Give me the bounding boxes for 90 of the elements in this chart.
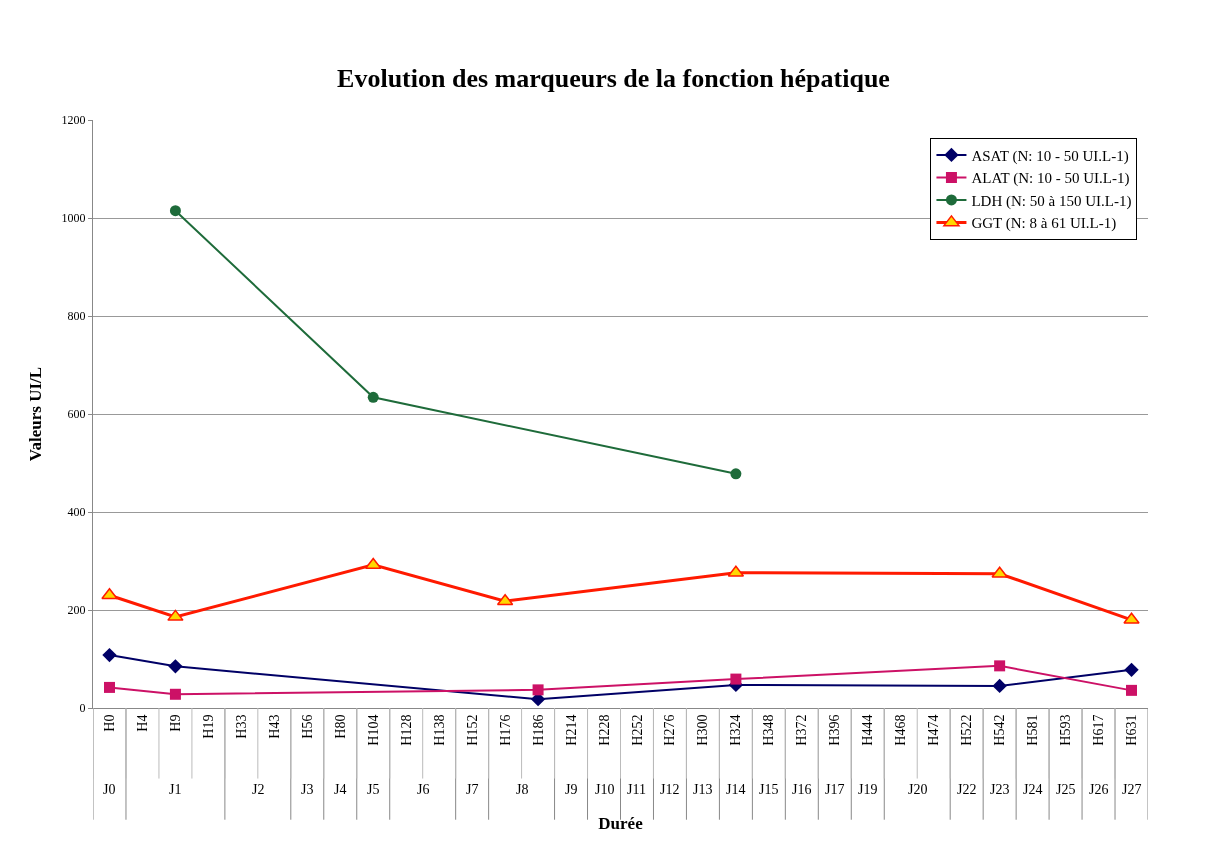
point bbox=[994, 660, 1006, 672]
y-tick-label: 0 bbox=[79, 701, 86, 716]
text: J26 bbox=[1089, 782, 1109, 797]
x-axis-title: Durée bbox=[598, 814, 644, 834]
y-tick-label: 200 bbox=[67, 603, 86, 618]
x-tick-label: H372 bbox=[794, 714, 810, 746]
x-tick-label: H617 bbox=[1091, 714, 1107, 746]
y-tick-label: 800 bbox=[67, 309, 86, 324]
x-tick-label: H593 bbox=[1058, 714, 1074, 746]
point bbox=[367, 391, 379, 403]
x-tick-label: H276 bbox=[662, 714, 678, 746]
x-tick-label: H0 bbox=[102, 714, 118, 732]
y-tick-label: 1200 bbox=[61, 113, 86, 128]
chart-title: Evolution des marqueurs de la fonction hépatique bbox=[337, 63, 890, 93]
point bbox=[102, 647, 117, 663]
text: J22 bbox=[957, 782, 977, 797]
y-axis-title: Valeurs UI/L bbox=[26, 366, 46, 462]
point bbox=[532, 684, 544, 696]
legend-label: ASAT (N: 10 - 50 UI.L-1) bbox=[971, 147, 1129, 165]
x-tick-label: H138 bbox=[431, 714, 447, 746]
x-tick-label: H348 bbox=[761, 714, 777, 746]
x-tick-label: H104 bbox=[365, 714, 381, 746]
x-tick-label: H444 bbox=[860, 714, 876, 746]
point bbox=[168, 659, 183, 674]
text: J17 bbox=[825, 782, 845, 797]
x-tick-label: H33 bbox=[233, 714, 249, 739]
x-tick-label: H581 bbox=[1025, 714, 1041, 746]
text: J16 bbox=[792, 782, 812, 797]
text: J5 bbox=[367, 782, 380, 797]
x-tick-label: H4 bbox=[135, 714, 150, 732]
x-tick-label: H214 bbox=[563, 714, 579, 746]
point bbox=[730, 468, 742, 480]
text: J11 bbox=[627, 782, 646, 797]
x-tick-label: H631 bbox=[1124, 714, 1140, 746]
text: J25 bbox=[1056, 782, 1076, 797]
x-tick-label: H56 bbox=[299, 714, 315, 739]
text: J12 bbox=[660, 782, 680, 797]
text: J7 bbox=[466, 782, 479, 797]
text: J0 bbox=[103, 782, 116, 797]
x-tick-label: H128 bbox=[398, 714, 414, 746]
point bbox=[991, 566, 1008, 578]
legend-label: ALAT (N: 10 - 50 UI.L-1) bbox=[971, 170, 1130, 188]
x-tick-label: H80 bbox=[332, 714, 348, 739]
point bbox=[1123, 612, 1140, 624]
x-tick-label: H228 bbox=[596, 714, 612, 746]
x-tick-label: H396 bbox=[827, 714, 843, 746]
x-tick-label: H9 bbox=[167, 714, 183, 732]
x-tick-label: H474 bbox=[926, 714, 942, 746]
text: J27 bbox=[1122, 782, 1142, 797]
text: J4 bbox=[334, 782, 347, 797]
point bbox=[169, 688, 181, 700]
point bbox=[496, 593, 514, 606]
text: J23 bbox=[990, 782, 1010, 797]
point bbox=[1124, 662, 1139, 677]
text: J1 bbox=[169, 782, 182, 797]
text: J2 bbox=[252, 782, 265, 797]
x-tick-label: H152 bbox=[464, 714, 480, 746]
text: J6 bbox=[417, 782, 430, 797]
x-tick-label: H522 bbox=[959, 714, 975, 746]
x-tick-label: H300 bbox=[695, 714, 711, 746]
x-tick-label: H176 bbox=[497, 714, 513, 746]
x-tick-label: H252 bbox=[629, 714, 645, 746]
y-tick-label: 600 bbox=[67, 407, 86, 422]
x-tick-label: H186 bbox=[530, 714, 546, 746]
y-tick-label: 1000 bbox=[61, 211, 86, 226]
point bbox=[103, 681, 115, 693]
text: J8 bbox=[516, 782, 529, 797]
text: J24 bbox=[1023, 782, 1043, 797]
text: J14 bbox=[726, 782, 746, 797]
point bbox=[101, 588, 118, 600]
legend-label: GGT (N: 8 à 61 UI.L-1) bbox=[971, 215, 1117, 233]
text: J9 bbox=[565, 782, 578, 797]
point bbox=[167, 609, 184, 621]
text: J3 bbox=[301, 782, 314, 797]
point bbox=[1126, 684, 1138, 696]
text: J19 bbox=[858, 782, 878, 797]
x-tick-label: H19 bbox=[200, 714, 216, 739]
x-tick-label: H542 bbox=[992, 714, 1008, 746]
point bbox=[992, 678, 1007, 694]
x-tick-label: H468 bbox=[893, 714, 909, 746]
point bbox=[730, 673, 742, 685]
x-tick-label: H324 bbox=[728, 714, 744, 746]
text: J10 bbox=[595, 782, 615, 797]
x-tick-label: H43 bbox=[266, 714, 282, 739]
legend-label: LDH (N: 50 à 150 UI.L-1) bbox=[971, 192, 1132, 210]
y-tick-label: 400 bbox=[67, 505, 86, 520]
text: J15 bbox=[759, 782, 779, 797]
point bbox=[169, 205, 181, 217]
text: J20 bbox=[908, 782, 928, 797]
text: J13 bbox=[693, 782, 713, 797]
